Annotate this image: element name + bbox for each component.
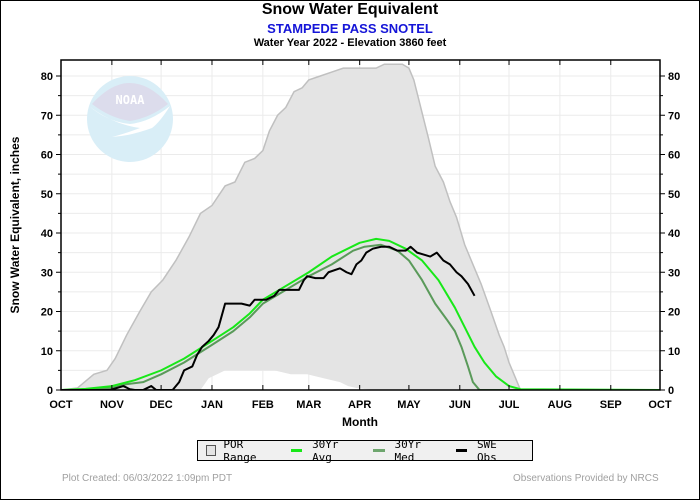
y-tick-label-left: 30 [41, 267, 53, 279]
avg-line-swatch-icon [290, 449, 303, 452]
y-tick-label-right: 30 [668, 267, 680, 279]
series-layer [61, 63, 660, 390]
y-tick-label-right: 10 [668, 346, 680, 358]
y-tick-label-left: 60 [41, 150, 53, 162]
y-tick-label-right: 40 [668, 228, 680, 240]
x-tick-label: FEB [252, 399, 274, 411]
swe-chart: NOAA 0 0 10 10 20 20 30 30 40 40 50 50 60 60 70 70 80 80 O… [8, 59, 680, 429]
legend-label: 30Yr Med [394, 437, 422, 464]
legend-item-30yr-med: 30Yr Med [373, 438, 443, 464]
30yr-avg-line [61, 237, 660, 390]
y-axis-label: Snow Water Equivalent, inches [8, 136, 22, 313]
x-tick-label: JUL [499, 399, 520, 411]
legend-item-por-range: POR Range [206, 438, 279, 464]
30yr-med-line [61, 243, 660, 390]
x-tick-label: OCT [49, 399, 73, 411]
x-tick-label: NOV [100, 399, 125, 411]
x-tick-label: JUN [449, 399, 471, 411]
legend: POR Range 30Yr Avg 30Yr Med SWE Obs [197, 437, 533, 464]
x-tick-label: DEC [149, 399, 172, 411]
obs-line-swatch-icon [455, 449, 467, 452]
legend-label: SWE Obs [476, 437, 497, 464]
x-tick-label: JAN [201, 399, 223, 411]
plot-created-text: Plot Created: 06/03/2022 1:09pm PDT [62, 473, 233, 484]
por-range-upper-edge [61, 63, 660, 390]
plot-border [60, 59, 661, 391]
y-tick-label-left: 20 [41, 307, 53, 319]
y-tick-label-right: 50 [668, 189, 680, 201]
noaa-logo-icon: NOAA [87, 76, 173, 162]
legend-label: 30Yr Avg [312, 437, 339, 464]
axes: 0 0 10 10 20 20 30 30 40 40 50 50 60 60 70 70 80 80 OCT NOV… [41, 60, 680, 411]
x-tick-label: AUG [548, 399, 572, 411]
x-axis-label: Month [342, 415, 378, 429]
y-tick-label-left: 80 [41, 71, 53, 83]
por-range-swatch-icon [206, 445, 217, 456]
chart-subtitle-station: STAMPEDE PASS SNOTEL [267, 21, 433, 36]
y-tick-label-right: 80 [668, 71, 680, 83]
y-tick-label-left: 10 [41, 346, 53, 358]
y-tick-label-left: 0 [47, 385, 53, 397]
x-tick-label: SEP [600, 399, 622, 411]
x-tick-label: APR [348, 399, 371, 411]
legend-label: POR Range [223, 437, 257, 464]
x-tick-label: OCT [648, 399, 672, 411]
por-range-band [61, 64, 660, 390]
chart-title: Snow Water Equivalent [261, 1, 439, 18]
y-tick-label-right: 20 [668, 307, 680, 319]
y-tick-label-left: 50 [41, 189, 53, 201]
med-line-swatch-icon [373, 449, 385, 452]
chart-subtitle-wateryear: Water Year 2022 - Elevation 3860 feet [253, 37, 447, 49]
y-tick-label-right: 70 [668, 110, 680, 122]
y-tick-label-left: 40 [41, 228, 53, 240]
x-tick-label: MAR [296, 399, 321, 411]
watermark-text: NOAA [116, 93, 146, 107]
y-tick-label-left: 70 [41, 110, 53, 122]
credit-text: Observations Provided by NRCS [513, 473, 659, 484]
y-tick-label-right: 60 [668, 150, 680, 162]
swe-obs-line [61, 245, 476, 390]
y-tick-label-right: 0 [668, 385, 674, 397]
legend-item-swe-obs: SWE Obs [455, 437, 520, 464]
legend-item-30yr-avg: 30Yr Avg [290, 437, 361, 464]
x-tick-label: MAY [397, 399, 421, 411]
